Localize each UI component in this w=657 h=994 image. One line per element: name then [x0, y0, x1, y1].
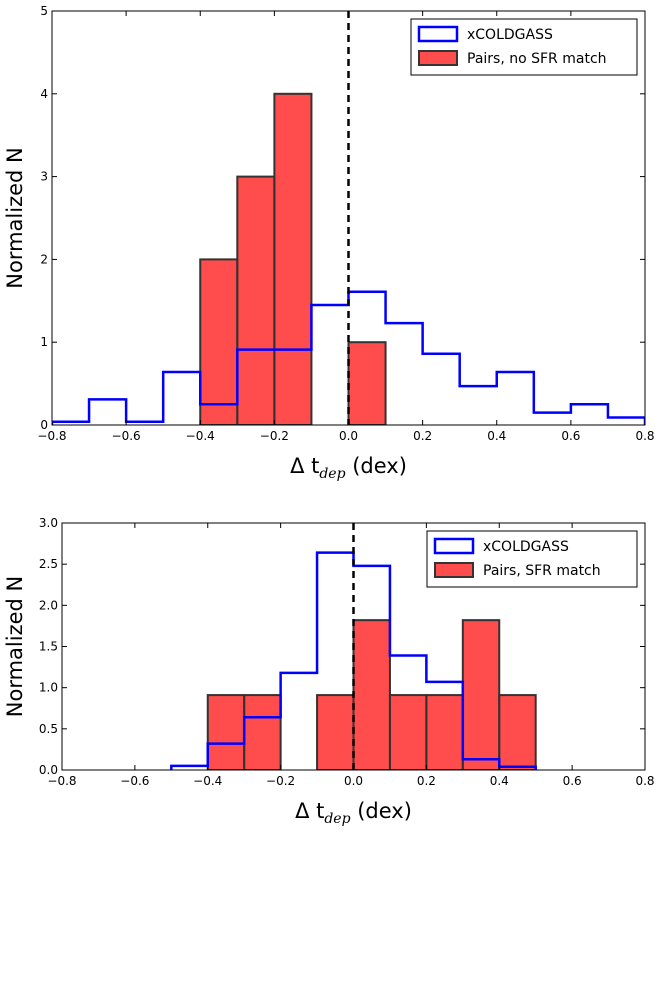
x-tick-label: 0.2 [413, 429, 432, 443]
x-tick-label: 0.8 [635, 429, 654, 443]
chart-panel-1: −0.8 −0.6 −0.4 −0.2 0.0 0.2 0.4 0.6 0.8 0 1 2 3 4 5 Δ t… [3, 4, 655, 482]
x-axis-label: Δ tdep (dex) [295, 799, 412, 827]
y-tick-label: 2 [40, 252, 48, 266]
pairs-bar [243, 694, 282, 770]
x-axis-label-unit: (dex) [351, 799, 412, 823]
y-tick-label: 1 [40, 335, 48, 349]
pairs-bar [273, 92, 313, 425]
legend-label: Pairs, no SFR match [467, 51, 607, 67]
pairs-bar [316, 694, 355, 770]
pairs-bar [236, 175, 276, 425]
legend-swatch-xcoldgass [433, 537, 475, 555]
legend: xCOLDGASS Pairs, no SFR match [410, 18, 638, 76]
y-tick-label: 0 [40, 418, 48, 432]
x-tick-label: −0.4 [193, 774, 222, 788]
pairs-bar [199, 258, 239, 425]
legend-label: xCOLDGASS [467, 27, 553, 43]
x-axis-label-main: Δ t [295, 799, 324, 823]
x-axis-label-subscript: dep [319, 466, 345, 482]
y-tick-label: 1.0 [39, 681, 58, 695]
legend: xCOLDGASS Pairs, SFR match [426, 530, 638, 588]
x-tick-label: 0.8 [635, 774, 654, 788]
y-tick-label: 2.5 [39, 557, 58, 571]
x-tick-label: 0.2 [417, 774, 436, 788]
y-tick-label: 4 [40, 87, 48, 101]
x-tick-label: −0.2 [266, 774, 295, 788]
x-tick-label: 0.0 [344, 774, 363, 788]
x-tick-label: −0.8 [47, 774, 76, 788]
y-axis-label: Normalized N [3, 576, 27, 717]
legend-swatch-xcoldgass [417, 25, 459, 43]
x-tick-label: −0.4 [186, 429, 215, 443]
pairs-bar [347, 341, 387, 425]
pairs-bar [425, 694, 464, 770]
pairs-bar [461, 619, 501, 770]
x-tick-label: 0.6 [561, 429, 580, 443]
x-tick-label: 0.4 [490, 774, 509, 788]
pairs-bar [388, 694, 428, 770]
chart-panel-2: −0.8 −0.6 −0.4 −0.2 0.0 0.2 0.4 0.6 0.8 0.0 0.5 1.0… [3, 516, 655, 827]
y-tick-label: 0.5 [39, 722, 58, 736]
y-tick-label: 2.0 [39, 598, 58, 612]
legend-label: Pairs, SFR match [483, 563, 601, 579]
x-axis-label-unit: (dex) [346, 454, 407, 478]
y-tick-label: 1.5 [39, 640, 58, 654]
pairs-bar [498, 694, 537, 770]
x-tick-label: 0.0 [339, 429, 358, 443]
y-tick-label: 0.0 [39, 763, 58, 777]
x-axis-label-subscript: dep [324, 811, 350, 827]
legend-label: xCOLDGASS [483, 539, 569, 555]
plot-area [52, 11, 645, 425]
y-tick-label: 3.0 [39, 516, 58, 530]
x-tick-label: 0.4 [487, 429, 506, 443]
x-tick-label: −0.8 [37, 429, 66, 443]
y-tick-label: 5 [40, 4, 48, 18]
y-tick-label: 3 [40, 170, 48, 184]
pairs-bar [352, 619, 391, 770]
x-tick-label: −0.2 [260, 429, 289, 443]
pairs-bar [206, 694, 246, 770]
x-tick-label: −0.6 [112, 429, 141, 443]
x-tick-label: 0.6 [563, 774, 582, 788]
x-axis-label: Δ tdep (dex) [290, 454, 407, 482]
legend-swatch-pairs [418, 50, 458, 66]
x-tick-label: −0.6 [120, 774, 149, 788]
x-axis-label-main: Δ t [290, 454, 319, 478]
legend-swatch-pairs [434, 562, 474, 578]
y-axis-label: Normalized N [3, 147, 27, 288]
